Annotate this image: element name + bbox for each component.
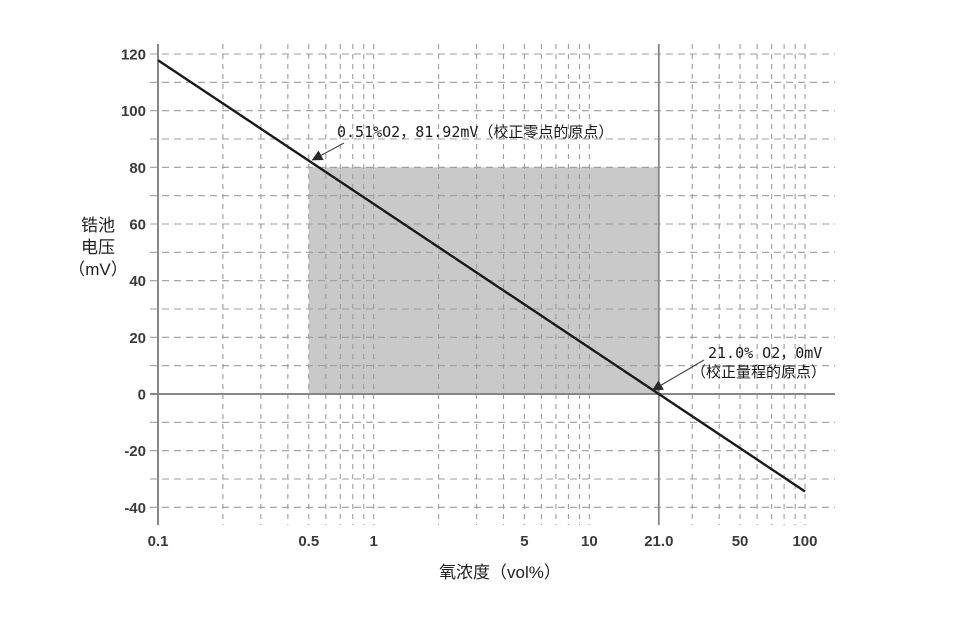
x-tick-label: 0.1 bbox=[148, 533, 169, 550]
x-tick-labels: 0.1 0.5 1 5 10 21.0 50 100 bbox=[148, 533, 818, 550]
y-axis-title-line1: 锆池 bbox=[81, 216, 115, 235]
cell-voltage-line bbox=[157, 59, 806, 493]
zero-calibration-arrow bbox=[311, 142, 345, 161]
y-axis-title: 锆池 电压 （mV） bbox=[68, 216, 128, 279]
x-tick-label: 0.5 bbox=[298, 533, 319, 550]
y-tick-labels: 120 100 80 60 40 20 0 -20 -40 bbox=[121, 47, 146, 517]
span-calibration-annotation: 21.0% O2，0mV （校正量程的原点） bbox=[691, 344, 826, 381]
horizontal-gridlines bbox=[150, 53, 835, 508]
y-tick-label: 60 bbox=[129, 217, 146, 234]
y-tick-label: 80 bbox=[129, 160, 146, 177]
y-tick-label: 100 bbox=[121, 103, 146, 120]
vertical-gridlines bbox=[222, 44, 806, 525]
y-axis-title-line2: 电压 bbox=[81, 238, 115, 257]
x-tick-label: 100 bbox=[792, 533, 817, 550]
x-axis-title: 氧浓度（vol%） bbox=[439, 563, 561, 582]
x-tick-label: 1 bbox=[369, 533, 377, 550]
zero-calibration-annotation: 0.51%O2，81.92mV（校正零点的原点） bbox=[337, 123, 613, 141]
span-calibration-arrow bbox=[651, 359, 705, 391]
y-tick-label: 20 bbox=[129, 330, 146, 347]
x-tick-label: 21.0 bbox=[644, 533, 673, 550]
y-tick-label: 40 bbox=[129, 273, 146, 290]
y-axis-title-line3: （mV） bbox=[68, 260, 128, 279]
x-tick-label: 50 bbox=[732, 533, 749, 550]
x-tick-label: 5 bbox=[520, 533, 528, 550]
span-calibration-annotation-line1: 21.0% O2，0mV bbox=[708, 344, 822, 362]
span-calibration-annotation-line2: （校正量程的原点） bbox=[691, 363, 826, 381]
y-tick-label: 120 bbox=[121, 47, 146, 64]
x-tick-label: 10 bbox=[581, 533, 598, 550]
y-tick-label: -20 bbox=[124, 443, 146, 460]
y-tick-label: -40 bbox=[124, 500, 146, 517]
y-tick-label: 0 bbox=[138, 387, 146, 404]
